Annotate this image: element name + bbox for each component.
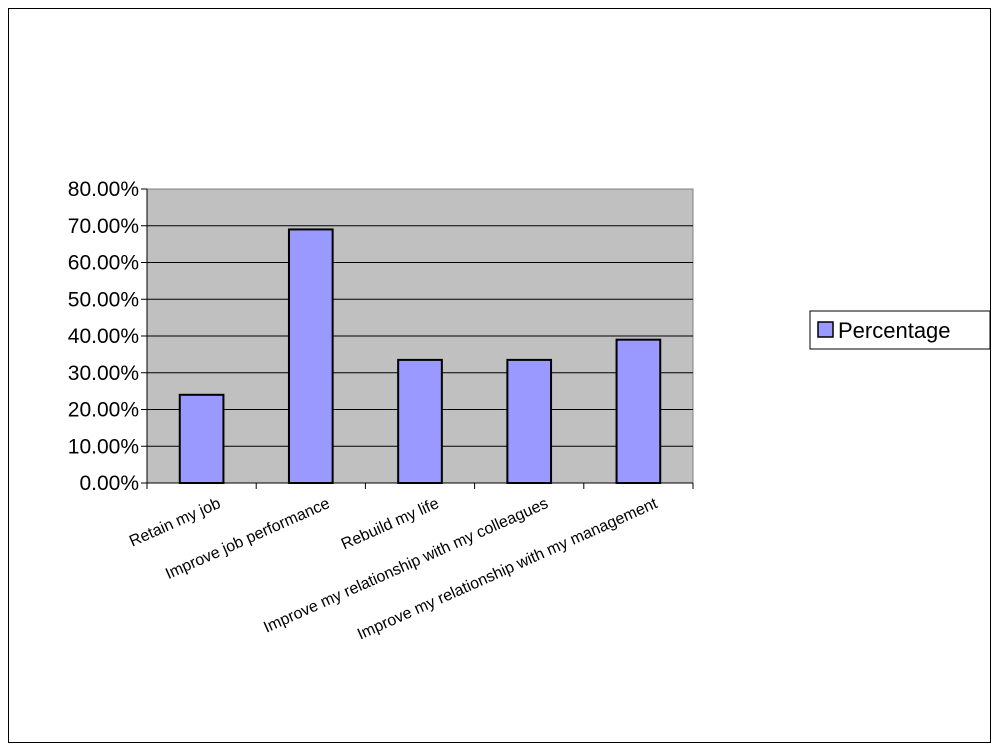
y-tick-label: 50.00%	[68, 288, 139, 311]
bar	[287, 228, 334, 484]
legend-swatch	[817, 321, 834, 338]
bar	[506, 358, 553, 485]
category-label: Rebuild my life	[339, 495, 442, 553]
y-tick-label: 30.00%	[68, 362, 139, 385]
y-tick-labels: 0.00% 10.00% 20.00% 30.00% 40.00% 50.00% 60.00…	[68, 178, 139, 495]
y-tick-label: 80.00%	[68, 178, 139, 201]
y-tick-label: 70.00%	[68, 215, 139, 238]
bars	[178, 228, 662, 485]
legend: Percentage	[809, 310, 991, 350]
y-tick-label: 60.00%	[68, 252, 139, 275]
axes	[141, 188, 694, 489]
legend-box	[809, 310, 991, 350]
bar	[178, 393, 225, 484]
category-label: Retain my job	[127, 495, 223, 550]
bar	[615, 338, 662, 484]
y-tick-label: 40.00%	[68, 325, 139, 348]
legend-label: Percentage	[838, 318, 951, 343]
y-tick-label: 0.00%	[79, 472, 139, 495]
bar	[397, 358, 443, 485]
y-tick-label: 20.00%	[68, 399, 139, 422]
y-tick-label: 10.00%	[68, 435, 139, 458]
